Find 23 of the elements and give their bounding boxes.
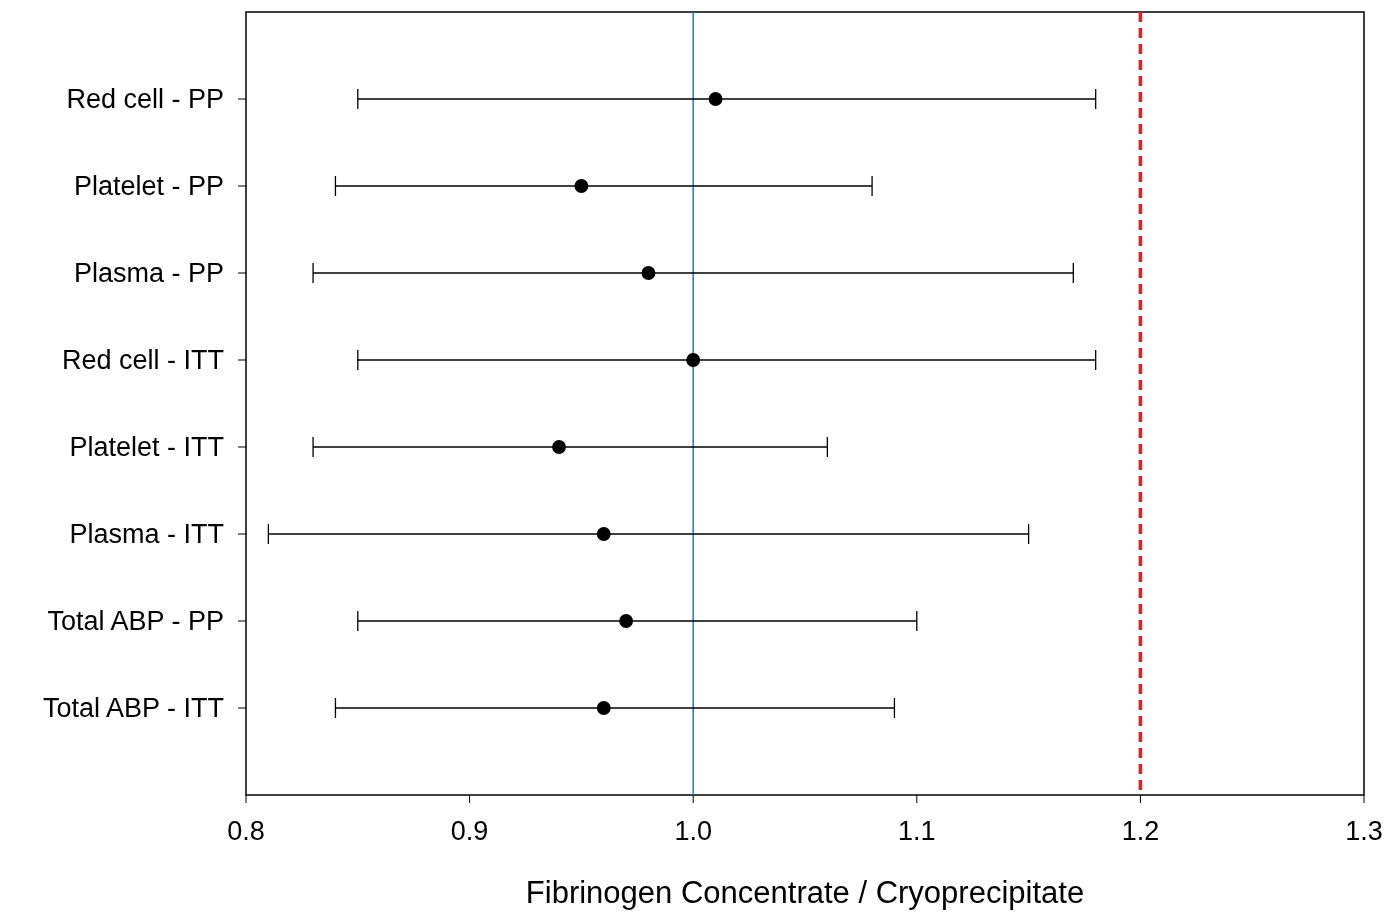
- y-tick-label: Red cell - PP: [66, 84, 224, 115]
- x-tick-label: 1.1: [898, 816, 936, 846]
- x-tick-label: 0.9: [450, 816, 489, 846]
- point: [596, 701, 611, 715]
- x-tick-label: 1.3: [1345, 816, 1383, 846]
- y-tick-label: Red cell - ITT: [61, 345, 224, 376]
- x-tick-label: 1.0: [674, 816, 712, 846]
- point: [686, 353, 701, 367]
- y-tick-label: Total ABP - PP: [47, 606, 224, 637]
- point: [596, 527, 611, 541]
- x-axis-title: Fibrinogen Concentrate / Cryoprecipitate: [525, 875, 1085, 910]
- point: [708, 92, 723, 106]
- y-tick-label: Platelet - PP: [73, 171, 224, 202]
- point: [641, 266, 656, 280]
- point: [552, 440, 566, 454]
- x-tick-label: 0.8: [227, 816, 265, 846]
- y-tick-label: Plasma - ITT: [69, 519, 224, 550]
- y-tick-label: Total ABP - ITT: [42, 693, 224, 724]
- point: [574, 179, 589, 193]
- point: [619, 614, 634, 628]
- x-tick-label: 1.2: [1121, 816, 1160, 846]
- y-tick-label: Platelet - ITT: [69, 432, 224, 463]
- y-tick-label: Plasma - PP: [73, 258, 224, 289]
